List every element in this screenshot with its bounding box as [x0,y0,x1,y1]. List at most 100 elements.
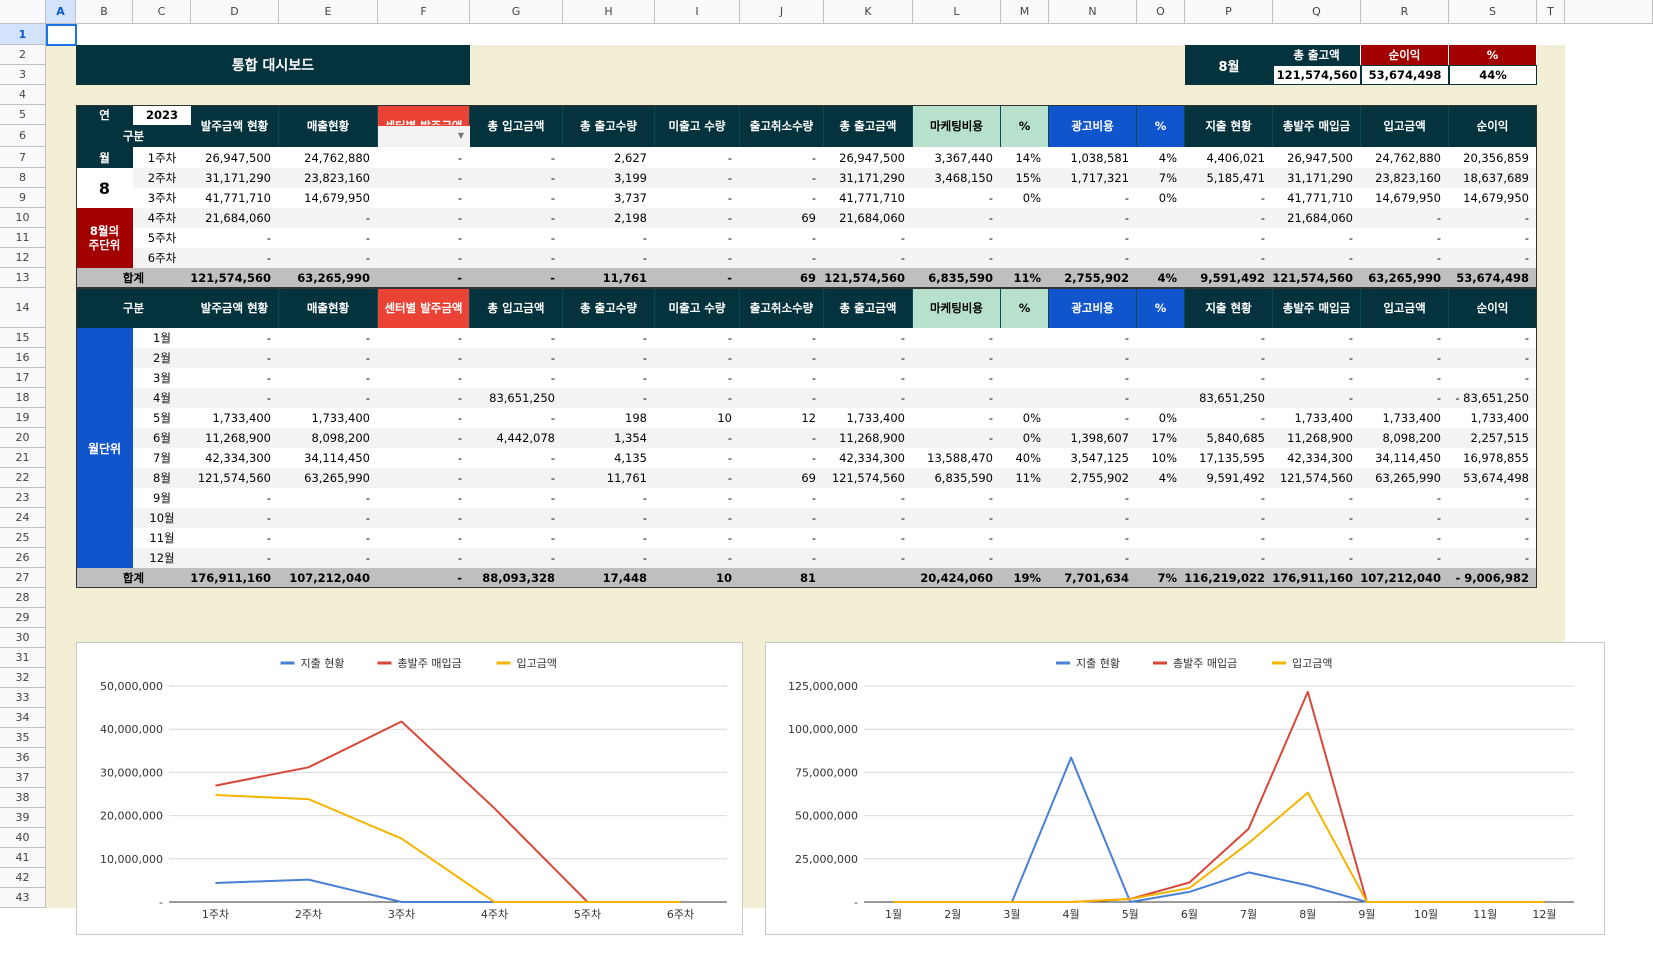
weekly-cell[interactable]: - [1185,248,1273,268]
row-header-7[interactable]: 7 [0,147,46,168]
weekly-header-9[interactable]: % [1001,105,1049,147]
monthly-cell[interactable]: - [913,368,1001,388]
monthly-header-2[interactable]: 센터별 발주금액 [378,288,470,328]
weekly-cell[interactable]: - [378,188,470,208]
weekly-cell[interactable] [1137,248,1185,268]
monthly-cell[interactable]: - [740,368,824,388]
weekly-total-cell[interactable]: 4% [1137,268,1185,288]
monthly-cell[interactable] [1001,328,1049,348]
summary-value-2[interactable]: 44% [1449,65,1537,85]
weekly-cell[interactable] [1137,228,1185,248]
monthly-total-cell[interactable]: 17,448 [563,568,655,588]
weekly-cell[interactable]: 23,823,160 [279,168,378,188]
monthly-cell[interactable]: 34,114,450 [279,448,378,468]
monthly-cell[interactable]: - [279,328,378,348]
monthly-cell[interactable] [1001,548,1049,568]
monthly-total-cell[interactable]: 116,219,022 [1185,568,1273,588]
monthly-cell[interactable]: 5,840,685 [1185,428,1273,448]
weekly-cell[interactable]: - [740,168,824,188]
weekly-cell[interactable]: - [563,228,655,248]
weekly-cell[interactable]: 14,679,950 [279,188,378,208]
monthly-cell[interactable]: - [740,508,824,528]
monthly-total-cell[interactable]: 176,911,160 [191,568,279,588]
weekly-cell[interactable]: - [470,208,563,228]
monthly-cell[interactable]: - [1449,528,1537,548]
row-header-21[interactable]: 21 [0,448,46,468]
monthly-cell[interactable]: - [1273,348,1361,368]
row-header-26[interactable]: 26 [0,548,46,568]
monthly-cell[interactable]: 1,733,400 [279,408,378,428]
weekly-cell[interactable]: 7% [1137,168,1185,188]
monthly-cell[interactable]: - [378,388,470,408]
monthly-header-12[interactable]: 지출 현황 [1185,288,1273,328]
monthly-cell[interactable]: 121,574,560 [824,468,913,488]
monthly-cell[interactable]: - [655,348,740,368]
weekly-cell[interactable]: 41,771,710 [191,188,279,208]
monthly-header-1[interactable]: 매출현황 [279,288,378,328]
weekly-cell[interactable]: - [1449,208,1537,228]
monthly-cell[interactable]: 4% [1137,468,1185,488]
weekly-total-cell[interactable]: 11% [1001,268,1049,288]
line-chart-1[interactable]: 지출 현황 총발주 매입금 입고금액 125,000,000 100,000,000 75… [765,642,1605,935]
weekly-cell[interactable]: - [1273,228,1361,248]
monthly-cell[interactable]: 69 [740,468,824,488]
monthly-cell[interactable]: - [913,388,1001,408]
monthly-cell[interactable]: - [378,408,470,428]
column-header-f[interactable]: F [378,0,470,24]
monthly-cell[interactable]: - [655,508,740,528]
column-header-k[interactable]: K [824,0,913,24]
monthly-cell[interactable]: - [913,328,1001,348]
row-header-1[interactable]: 1 [0,24,46,45]
summary-value-1[interactable]: 53,674,498 [1361,65,1449,85]
row-header-18[interactable]: 18 [0,388,46,408]
monthly-cell[interactable]: - [740,528,824,548]
summary-value-0[interactable]: 121,574,560 [1273,65,1361,85]
weekly-cell[interactable] [1001,248,1049,268]
weekly-cell[interactable]: - [279,248,378,268]
weekly-total-cell[interactable]: 121,574,560 [1273,268,1361,288]
monthly-cell[interactable]: 11,268,900 [1273,428,1361,448]
monthly-cell[interactable]: - [1449,488,1537,508]
monthly-cell[interactable]: 1,354 [563,428,655,448]
monthly-cell[interactable]: - [470,408,563,428]
monthly-cell[interactable]: - [470,528,563,548]
monthly-cell[interactable]: - [191,348,279,368]
monthly-cell[interactable]: - [378,468,470,488]
monthly-cell[interactable] [1001,348,1049,368]
month-label[interactable]: 월 [76,147,133,168]
weekly-cell[interactable]: 18,637,689 [1449,168,1537,188]
monthly-header-15[interactable]: 순이익 [1449,288,1537,328]
monthly-total-cell[interactable]: 107,212,040 [1361,568,1449,588]
monthly-cell[interactable] [1001,368,1049,388]
monthly-cell[interactable]: - [378,548,470,568]
row-header-2[interactable]: 2 [0,45,46,65]
weekly-cell[interactable]: 15% [1001,168,1049,188]
monthly-cell[interactable]: 8,098,200 [279,428,378,448]
weekly-side-label[interactable]: 8월의 주단위 [76,208,133,268]
weekly-cell[interactable]: 14% [1001,147,1049,168]
monthly-cell[interactable]: - [1049,408,1137,428]
monthly-cell[interactable]: - [378,448,470,468]
weekly-header-10[interactable]: 광고비용 [1049,105,1137,147]
column-header-h[interactable]: H [563,0,655,24]
row-header-8[interactable]: 8 [0,168,46,188]
monthly-cell[interactable] [1137,388,1185,408]
monthly-total-cell[interactable]: 107,212,040 [279,568,378,588]
weekly-cell[interactable]: - [1185,228,1273,248]
weekly-cell[interactable]: - [1449,228,1537,248]
monthly-cell[interactable]: - [1361,528,1449,548]
weekly-row-label[interactable]: 3주차 [133,188,191,208]
monthly-cell[interactable]: - [824,528,913,548]
monthly-cell[interactable]: - [1361,368,1449,388]
monthly-header-3[interactable]: 총 입고금액 [470,288,563,328]
weekly-cell[interactable]: 26,947,500 [191,147,279,168]
monthly-cell[interactable]: 63,265,990 [1361,468,1449,488]
monthly-cell[interactable]: - [470,508,563,528]
monthly-header-14[interactable]: 입고금액 [1361,288,1449,328]
weekly-header-3[interactable]: 총 입고금액 [470,105,563,147]
monthly-cell[interactable]: - [1273,368,1361,388]
weekly-header-7[interactable]: 총 출고금액 [824,105,913,147]
summary-header-2[interactable]: % [1449,45,1537,65]
monthly-cell[interactable] [1137,508,1185,528]
weekly-total-cell[interactable]: 11,761 [563,268,655,288]
